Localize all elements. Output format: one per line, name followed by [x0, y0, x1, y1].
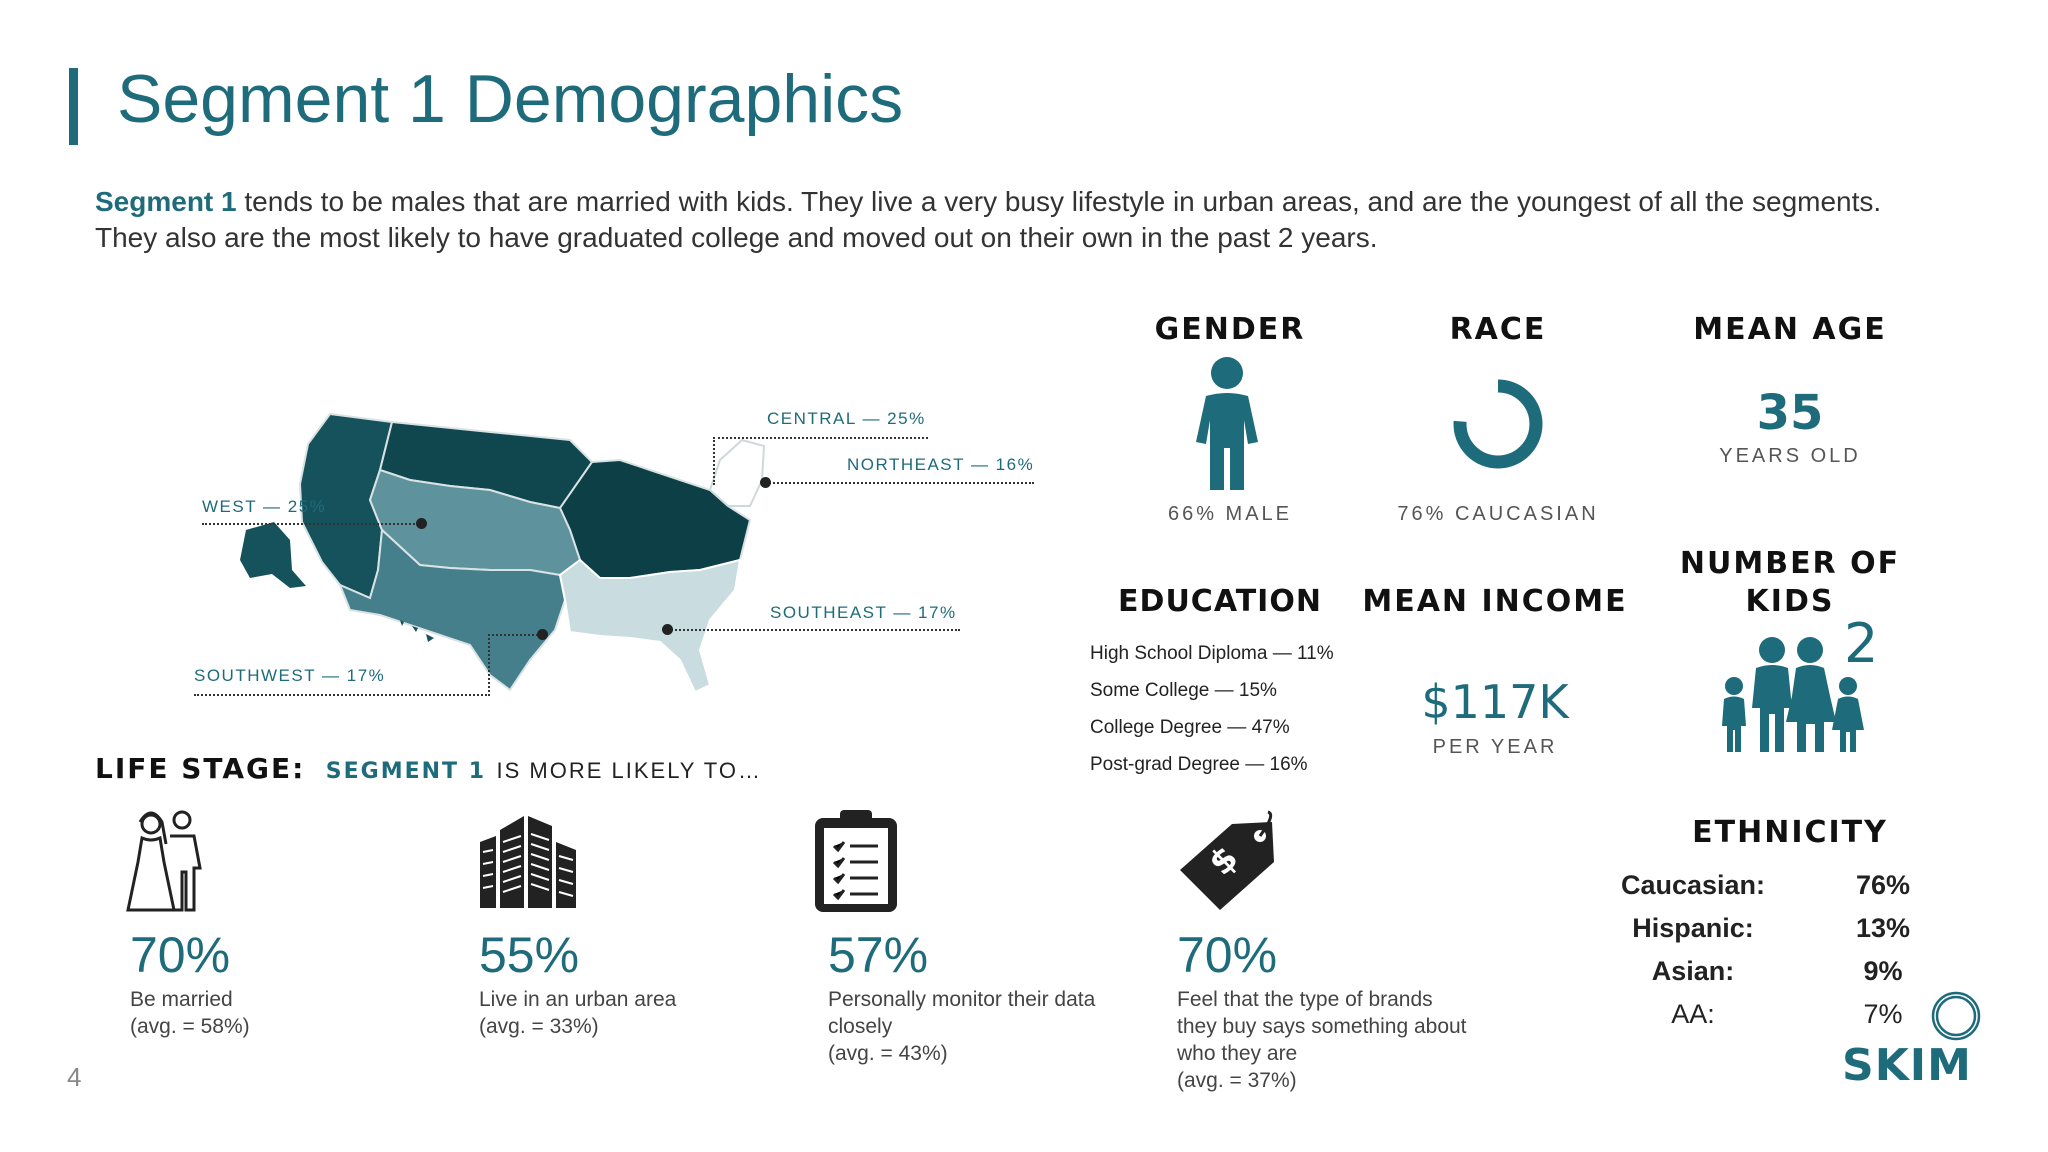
west-leader — [202, 523, 422, 525]
ethnicity-value: 76% — [1855, 870, 1911, 900]
page-title: Segment 1 Demographics — [117, 61, 904, 137]
life-stage-desc-line: Be married — [130, 988, 233, 1011]
education-item: Post-grad Degree — 16% — [1090, 754, 1308, 775]
northeast-pin — [760, 477, 771, 488]
clipboard-checklist-icon — [815, 810, 897, 912]
skim-logo-icon — [1931, 991, 1981, 1041]
life-stage-desc: Feel that the type of brands they buy sa… — [1177, 986, 1537, 1094]
region-label-southwest: SOUTHWEST — 17% — [194, 666, 386, 685]
donut-icon — [1453, 379, 1543, 469]
life-stage-header: LIFE STAGE: SEGMENT 1 IS MORE LIKELY TO… — [95, 752, 762, 785]
race-heading: RACE — [1449, 312, 1547, 347]
life-stage-avg: (avg. = 43%) — [828, 1042, 948, 1065]
skim-logo-text: SKIM — [1842, 1040, 1972, 1091]
life-stage-desc-line: Live in an urban area — [479, 988, 677, 1011]
person-icon — [1196, 357, 1258, 490]
family-icon — [1722, 637, 1864, 752]
life-stage-desc-line: Personally monitor their data — [828, 988, 1096, 1011]
life-stage-pct: 55% — [479, 927, 580, 983]
map-southeast — [558, 558, 742, 694]
ethnicity-label: Asian: — [1651, 956, 1735, 986]
life-stage-avg: (avg. = 33%) — [479, 1015, 599, 1038]
southwest-pin — [537, 629, 548, 640]
education-heading: EDUCATION — [1118, 584, 1322, 619]
ethnicity-label: Caucasian: — [1620, 870, 1766, 900]
central-leader-h — [713, 437, 928, 439]
life-stage-avg: (avg. = 37%) — [1177, 1069, 1297, 1092]
gender-heading: GENDER — [1154, 312, 1306, 347]
west-pin — [416, 518, 427, 529]
region-label-west: WEST — 25% — [202, 497, 327, 516]
ethnicity-value: 9% — [1863, 956, 1903, 986]
kids-value: 2 — [1844, 612, 1879, 675]
life-stage-pct: 70% — [130, 927, 231, 983]
map-alaska — [240, 522, 306, 588]
intro-paragraph: Segment 1 tends to be males that are mar… — [95, 184, 1925, 256]
education-item: College Degree — 47% — [1090, 717, 1290, 738]
education-item: Some College — 15% — [1090, 680, 1277, 701]
life-stage-rest: IS MORE LIKELY TO… — [496, 758, 762, 783]
ethnicity-label: Hispanic: — [1632, 913, 1754, 943]
life-stage-pct: 70% — [1177, 927, 1278, 983]
map-hawaii — [400, 620, 434, 642]
age-heading: MEAN AGE — [1693, 312, 1887, 347]
page-number: 4 — [67, 1062, 82, 1092]
life-stage-desc: Be married (avg. = 58%) — [130, 986, 450, 1040]
life-stage-desc: Personally monitor their data closely (a… — [828, 986, 1168, 1067]
intro-text: tends to be males that are married with … — [95, 186, 1882, 253]
ethnicity-value: 7% — [1863, 999, 1903, 1029]
life-stage-desc-line: who they are — [1177, 1042, 1298, 1065]
price-tag-icon: $ — [1180, 810, 1274, 910]
gender-caption: 66% MALE — [1167, 503, 1293, 525]
map-new-england — [708, 438, 766, 507]
ethnicity-label: AA: — [1671, 999, 1715, 1029]
ethnicity-value: 13% — [1855, 913, 1911, 943]
central-leader-v — [713, 437, 715, 485]
life-stage-desc-line: they buy says something about — [1177, 1015, 1467, 1038]
region-label-northeast: NORTHEAST — 16% — [847, 455, 1035, 474]
intro-segment-name: Segment 1 — [95, 186, 237, 217]
life-stage-desc-line: closely — [828, 1015, 893, 1038]
income-caption: PER YEAR — [1432, 736, 1558, 758]
life-stage-pct: 57% — [828, 927, 929, 983]
life-stage-desc-line: Feel that the type of brands — [1177, 988, 1433, 1011]
region-label-central: CENTRAL — 25% — [767, 409, 926, 428]
life-stage-desc: Live in an urban area (avg. = 33%) — [479, 986, 799, 1040]
southeast-pin — [662, 624, 673, 635]
southwest-leader-top — [488, 634, 542, 636]
city-buildings-icon — [480, 816, 576, 908]
income-value: $117K — [1421, 675, 1569, 729]
title-accent-bar — [69, 68, 78, 145]
race-caption: 76% CAUCASIAN — [1397, 503, 1599, 525]
southwest-leader-h — [194, 694, 490, 696]
region-label-southeast: SOUTHEAST — 17% — [770, 603, 957, 622]
age-caption: YEARS OLD — [1719, 445, 1861, 467]
life-stage-label: LIFE STAGE: — [95, 752, 306, 785]
us-region-map — [240, 412, 766, 694]
life-stage-segment: SEGMENT 1 — [325, 759, 487, 784]
ethnicity-heading: ETHNICITY — [1692, 815, 1888, 850]
southwest-leader-v — [488, 634, 490, 696]
education-item: High School Diploma — 11% — [1090, 643, 1334, 664]
income-heading: MEAN INCOME — [1362, 584, 1628, 619]
life-stage-avg: (avg. = 58%) — [130, 1015, 250, 1038]
map-southwest — [338, 527, 567, 692]
kids-heading-line1: NUMBER OF — [1679, 546, 1901, 581]
wedding-couple-icon — [126, 810, 202, 912]
northeast-leader — [766, 482, 1034, 484]
southeast-leader — [668, 629, 960, 631]
age-value: 35 — [1756, 385, 1824, 441]
kids-heading-line2: KIDS — [1745, 584, 1835, 619]
